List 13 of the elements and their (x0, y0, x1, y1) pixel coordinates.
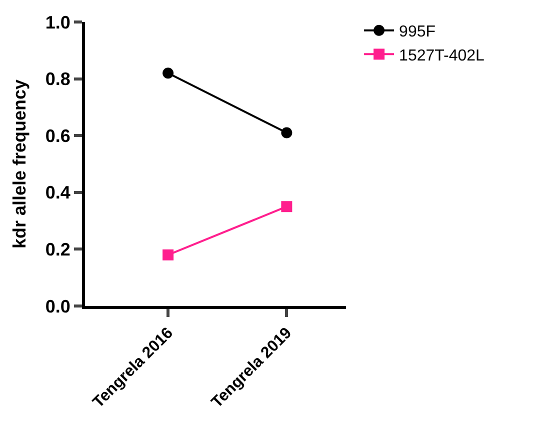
legend-label: 995F (399, 24, 436, 41)
point (281, 127, 292, 138)
y-tick-label: 0.6 (45, 126, 70, 146)
y-tick-label: 0.4 (45, 182, 70, 203)
y-tick-label: 0.8 (45, 69, 70, 90)
y-tick-label: 1.0 (45, 12, 70, 32)
y-tick-label: 0.2 (45, 240, 70, 260)
y-tick-label: 0.0 (45, 296, 70, 316)
point (162, 68, 174, 79)
y-axis-title: kdr allele frequency (10, 79, 30, 249)
point (281, 201, 292, 212)
point (162, 249, 174, 260)
legend-label: 1527T-402L (399, 47, 485, 64)
